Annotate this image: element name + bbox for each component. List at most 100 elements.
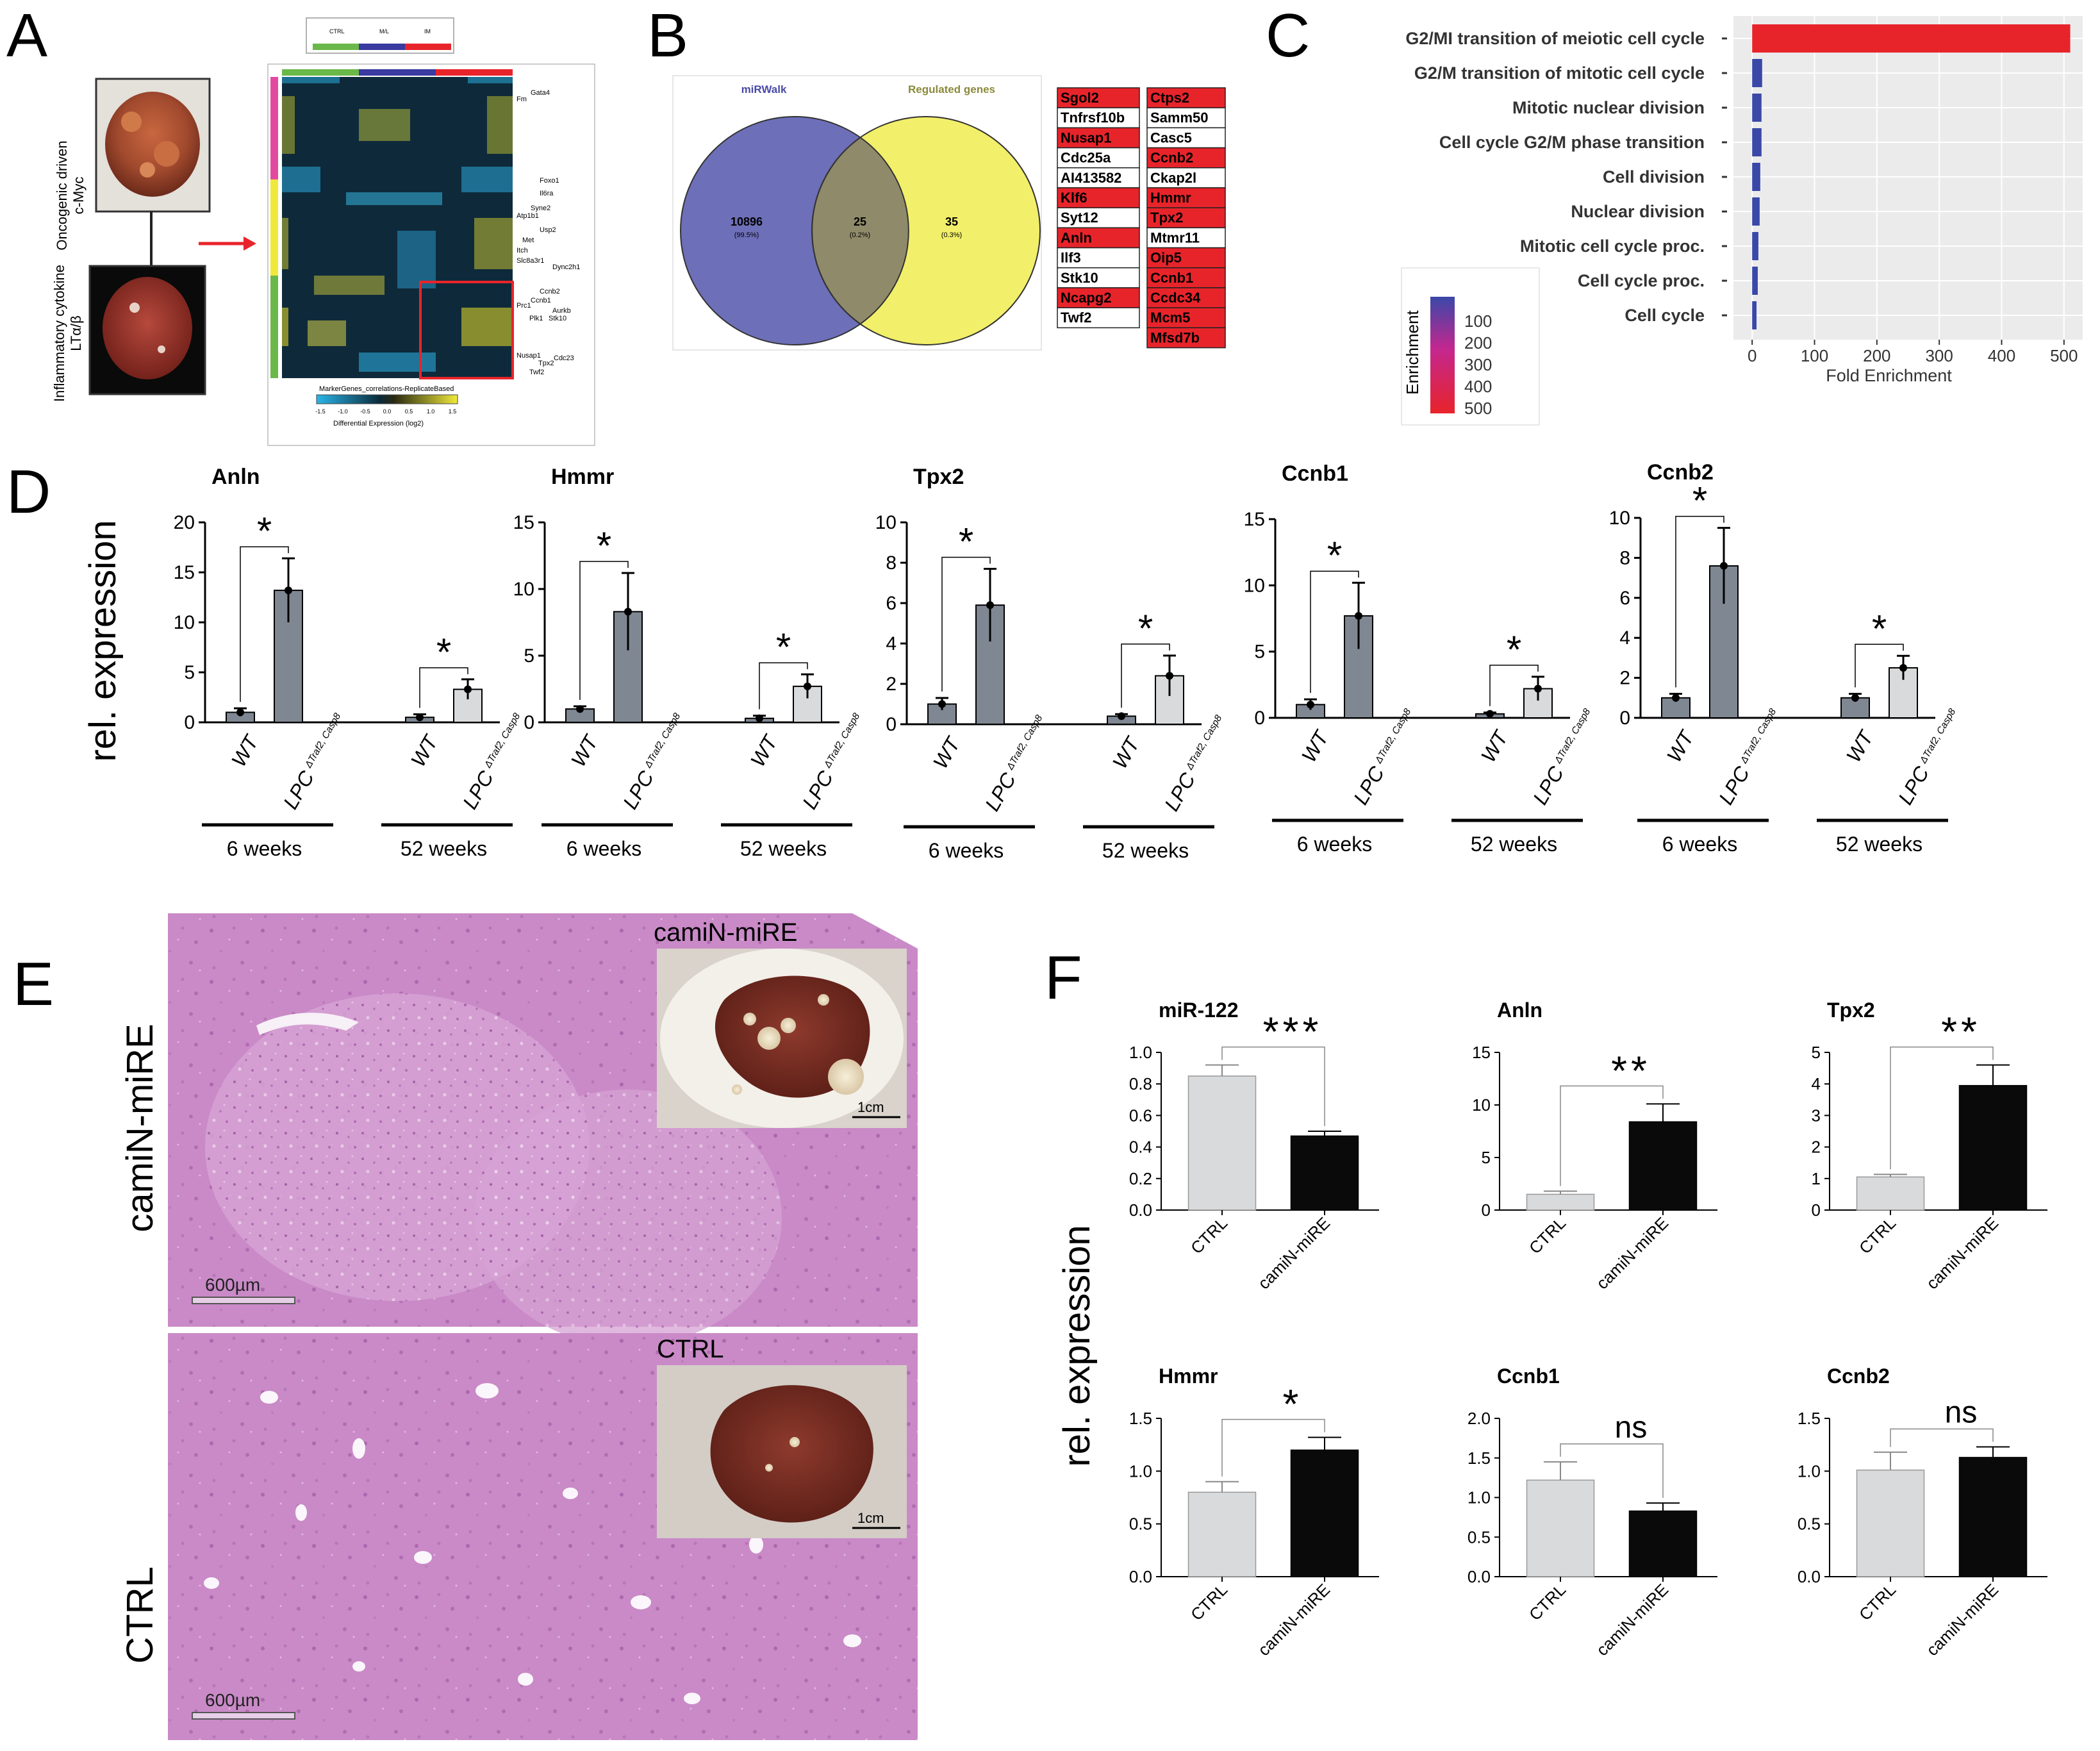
- group-label: 6 weeks: [227, 837, 302, 860]
- bar: [1661, 697, 1691, 719]
- x-label-lpc-sup: ΔTraf2, Casp8: [1184, 713, 1224, 772]
- vein: [204, 1577, 219, 1589]
- chart-title: Tpx2: [913, 465, 964, 489]
- vein: [352, 1438, 365, 1459]
- y-tick-label: 0: [886, 714, 897, 735]
- sig-bracket: [941, 556, 991, 692]
- enrichment-legend-tick: 300: [1464, 355, 1492, 374]
- y-tick-label: 0.8: [1129, 1074, 1152, 1093]
- gene-cell: [1146, 127, 1226, 149]
- y-tick-label: 8: [1619, 547, 1630, 568]
- group-label: 52 weeks: [740, 837, 827, 860]
- x-label-camin: camiN-miRE: [1922, 1213, 2002, 1293]
- group-label: 52 weeks: [1102, 839, 1189, 862]
- mean-dot: [1118, 712, 1125, 720]
- sig-star: *: [597, 524, 611, 567]
- gene-name: Mcm5: [1150, 310, 1190, 326]
- photo-label-inflammatory: Inflammatory cytokine: [51, 265, 67, 402]
- group-label: 6 weeks: [566, 837, 641, 860]
- y-tick-label: 0.0: [1468, 1567, 1491, 1586]
- y-tick-label: 0: [1254, 708, 1265, 729]
- liver-cmyc-nodule: [140, 162, 155, 178]
- heatmap-legend-tick: -1.0: [338, 408, 348, 415]
- gene-cell: [1146, 267, 1226, 288]
- vein: [684, 1693, 700, 1704]
- x-label-ctrl: CTRL: [1187, 1213, 1231, 1257]
- vein: [260, 1391, 278, 1404]
- y-tick-label: 10: [1609, 508, 1630, 529]
- chart-title: Anln: [211, 465, 260, 489]
- bar: [1856, 1176, 1925, 1211]
- vein: [295, 1504, 307, 1521]
- chart-title: Hmmr: [551, 465, 614, 489]
- gene-cell: [1146, 147, 1226, 169]
- liver-lt-spot: [129, 303, 140, 313]
- gene-name: Samm50: [1150, 110, 1209, 126]
- category-label: Cell cycle proc.: [1578, 271, 1705, 290]
- heatmap-gene: Atp1b1: [517, 212, 539, 220]
- x-label-lpc-sup: ΔTraf2, Casp8: [642, 711, 682, 770]
- gene-name: Tpx2: [1150, 210, 1183, 226]
- mean-dot: [756, 714, 763, 722]
- y-tick-label: 15: [1472, 1043, 1491, 1062]
- chart-f-ccnb1: 0.0 0.5 1.0 1.5 2.0 Ccnb1 CTRL camiN-miRE ns: [1468, 1365, 1717, 1659]
- sig-star: *: [257, 510, 272, 552]
- vein: [518, 1673, 533, 1686]
- mean-dot: [236, 708, 244, 717]
- x-label-camin: camiN-miRE: [1592, 1580, 1672, 1659]
- venn-count-regulated: 35: [945, 215, 958, 228]
- liver-cmyc-lobe: [105, 92, 200, 197]
- y-tick-label: 1.5: [1798, 1409, 1821, 1428]
- y-tick-label: 4: [1812, 1074, 1821, 1093]
- x-tick-label: 0: [1748, 346, 1757, 365]
- sig-bracket: [1560, 1443, 1664, 1498]
- he-scale-bar-camin: [192, 1297, 295, 1304]
- panel-letter-b: B: [647, 1, 688, 70]
- y-tick-label: 0: [524, 712, 534, 733]
- y-tick-label: 0.5: [1129, 1514, 1152, 1534]
- chart-f-tpx2: 0 1 2 3 4 5 Tpx2 CTRL camiN-miRE **: [1812, 999, 2047, 1293]
- category-label: Cell division: [1603, 167, 1705, 187]
- sig-star: *: [436, 631, 451, 674]
- sig-star: *: [1692, 479, 1707, 522]
- histology-vessel: [256, 1013, 359, 1035]
- inset-nodule: [818, 994, 829, 1006]
- chart-title: miR-122: [1159, 999, 1239, 1022]
- enrichment-legend-gradient: [1430, 297, 1455, 413]
- heatmap-topbar-red: [436, 69, 513, 76]
- sig-bracket: [1855, 643, 1904, 688]
- x-label-lpc-sup: ΔTraf2, Casp8: [822, 711, 862, 770]
- x-label-ctrl: CTRL: [1855, 1213, 1899, 1257]
- group-label: 52 weeks: [1836, 833, 1922, 856]
- bar: [1187, 1075, 1257, 1211]
- y-tick-label: 5: [1482, 1148, 1491, 1167]
- x-label-ctrl: CTRL: [1525, 1580, 1569, 1624]
- venn-overlap: [811, 137, 909, 325]
- inset-nodule: [757, 1027, 781, 1050]
- enrichment-legend-tick: 100: [1464, 311, 1492, 331]
- x-label-ctrl: CTRL: [1187, 1580, 1231, 1624]
- sig-label: **: [1611, 1047, 1651, 1093]
- heatmap-legend-tick: -0.5: [360, 408, 370, 415]
- inset-nodule: [732, 1084, 742, 1095]
- vein: [749, 1536, 763, 1554]
- gene-cell: [1146, 187, 1226, 208]
- he-scale-bar-ctrl: [192, 1712, 295, 1720]
- y-tick-label: 1: [1812, 1169, 1821, 1188]
- gene-cell: [1057, 147, 1140, 169]
- venn-pct-regulated: (0.3%): [941, 231, 962, 239]
- bar: [1526, 1193, 1595, 1211]
- y-tick-label: 10: [1472, 1095, 1491, 1115]
- sig-label: **: [1941, 1009, 1981, 1055]
- heatmap-gene: Twf2: [529, 369, 544, 376]
- category-label: Mitotic nuclear division: [1512, 98, 1705, 117]
- chart-f-anln: 0 5 10 15 Anln CTRL camiN-miRE **: [1472, 999, 1717, 1293]
- y-tick-label: 0.4: [1129, 1138, 1152, 1157]
- gene-name: Ctps2: [1150, 90, 1189, 106]
- venn-count-mirwalk: 10896: [731, 215, 763, 228]
- heatmap-legend-tick: -1.5: [315, 408, 326, 415]
- group-label-ml: M/L: [379, 28, 389, 35]
